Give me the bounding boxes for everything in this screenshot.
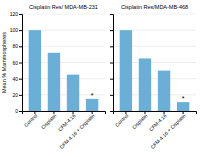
y-tick-mark [19,63,22,64]
grid-line [22,14,105,15]
bar [139,58,151,111]
bars [120,30,190,111]
x-tick-label: Control [23,112,39,128]
y-axis-line [19,15,23,112]
y-axis: 0 20 40 60 80 100 120 [10,11,23,114]
y-tick [110,79,113,80]
x-tick: CFM-4.16 + Cisplatin [149,111,187,150]
title: Cisplatin Res/ MDA-MB-231 [29,4,98,10]
y-tick-mark [110,14,113,15]
y-tick [110,111,113,112]
y-tick: 20 [12,92,22,98]
x-tick-label: Control [114,112,130,128]
y-axis-title: Mean % Mammospheres [1,32,7,93]
y-tick-mark [19,14,22,15]
x-axis: ControlCisplatinCFM-4.16CFM-4.16 + Cispl… [114,111,197,150]
chart: ControlCisplatinCFM-4.16CFM-4.16 + Cispl… [0,0,200,157]
y-tick-label: 20 [12,92,18,98]
x-tick-label: CFM-4.16 + Cisplatin [58,112,96,150]
bars [29,30,99,111]
y-tick [110,14,113,15]
bar [120,30,132,111]
x-tick: Cisplatin [131,111,149,130]
y-tick: 120 [10,11,22,17]
y-tick: 40 [12,76,22,82]
y-tick-mark [19,30,22,31]
y-tick-mark [110,111,113,112]
x-tick-label: CFM-4.16 + Cisplatin [149,112,187,150]
grid-line [113,14,196,15]
y-tick-mark [110,63,113,64]
annotation: * [91,92,94,99]
y-tick-label: 40 [12,76,18,82]
x-tick-label: Cisplatin [131,112,149,130]
x-axis: ControlCisplatinCFM-4.16CFM-4.16 + Cispl… [23,111,106,150]
y-tick-mark [110,79,113,80]
panel: ControlCisplatinCFM-4.16CFM-4.16 + Cispl… [110,4,197,150]
y-tick-label: 60 [12,60,18,66]
y-tick [110,30,113,31]
y-tick-label: 120 [10,11,19,17]
y-tick-mark [19,79,22,80]
y-tick-mark [110,95,113,96]
y-tick-label: 80 [12,43,18,49]
y-tick-label: 0 [15,108,18,114]
annotation: * [182,95,185,102]
panel: ControlCisplatinCFM-4.16CFM-4.16 + Cispl… [1,4,106,150]
y-tick-mark [110,30,113,31]
grid [113,14,196,111]
bar [86,99,98,111]
bar [177,102,189,111]
grid [22,14,105,111]
y-tick [110,63,113,64]
y-tick: 80 [12,43,22,49]
x-tick: Cisplatin [40,111,58,130]
y-tick [110,46,113,47]
x-tick: Control [114,111,130,128]
bar [158,71,170,111]
bar [67,75,79,111]
title: Cisplatin Res/MDA-MB-468 [121,4,188,10]
x-tick: CFM-4.16 + Cisplatin [58,111,96,150]
y-tick-mark [19,111,22,112]
y-axis [110,15,114,112]
y-axis-line [110,15,114,112]
y-tick: 0 [15,108,22,114]
y-tick-label: 100 [10,27,19,33]
bar [29,30,41,111]
y-tick: 100 [10,27,22,33]
bar [48,53,60,111]
x-tick-label: Cisplatin [40,112,58,130]
y-tick-mark [19,46,22,47]
x-tick: Control [23,111,39,128]
y-tick: 60 [12,60,22,66]
y-tick-mark [19,95,22,96]
y-tick [110,95,113,96]
y-tick-mark [110,46,113,47]
